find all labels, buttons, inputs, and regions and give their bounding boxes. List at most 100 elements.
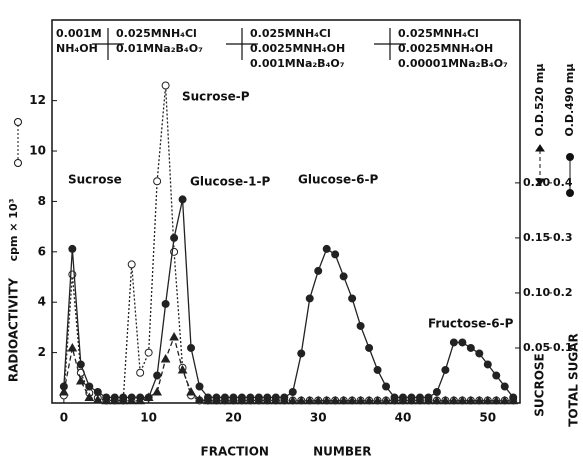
y3-axis-title: SUCROSE: [533, 353, 547, 416]
marker: [406, 395, 417, 405]
marker: [364, 395, 374, 405]
marker: [84, 392, 95, 401]
buffer-label: 0.0025MNH₄OH: [250, 42, 345, 55]
marker: [170, 233, 179, 242]
y-tick-label: 2: [38, 345, 46, 359]
series-line: [63, 85, 514, 402]
marker: [432, 395, 442, 405]
marker: [314, 266, 323, 275]
marker: [389, 395, 400, 405]
marker: [465, 395, 476, 405]
marker: [423, 395, 434, 405]
y3-tick-label: 0.05: [523, 341, 550, 354]
marker: [305, 294, 314, 303]
buffer-label: 0.001M: [56, 27, 102, 40]
marker: [382, 382, 391, 391]
y3-tick-label: 0.15: [523, 231, 550, 244]
marker: [355, 395, 366, 405]
buffer-label: 0.00001MNa₂B₄O₇: [398, 57, 508, 70]
marker: [187, 343, 196, 352]
marker: [245, 395, 256, 405]
marker: [152, 386, 162, 396]
marker: [381, 395, 391, 405]
marker: [474, 395, 485, 405]
marker: [466, 343, 475, 352]
marker: [339, 272, 348, 281]
marker: [177, 364, 188, 374]
marker: [330, 395, 341, 405]
buffer-label: 0.0025MNH₄OH: [398, 42, 493, 55]
marker: [160, 353, 171, 363]
x-tick-label: 30: [310, 411, 327, 425]
marker: [203, 395, 213, 405]
buffer-label: NH₄OH: [56, 42, 98, 55]
marker: [373, 365, 382, 374]
marker: [322, 244, 331, 253]
marker: [415, 395, 425, 405]
marker: [76, 360, 85, 369]
marker: [59, 386, 69, 396]
marker: [331, 250, 340, 259]
marker: [85, 382, 94, 391]
marker: [169, 331, 179, 341]
y-tick-label: 4: [38, 295, 46, 309]
marker: [118, 395, 129, 405]
buffer-label: 0.01MNa₂B₄O₇: [116, 42, 203, 55]
y-tick-label: 6: [38, 244, 46, 258]
marker: [449, 395, 459, 405]
marker: [365, 343, 374, 352]
buffer-label: 0.025MNH₄Cl: [116, 27, 197, 40]
y-tick-label: 10: [29, 144, 46, 158]
marker: [458, 338, 467, 347]
marker: [195, 382, 204, 391]
marker: [492, 371, 501, 380]
y3-tick-label: 0.20: [523, 176, 550, 189]
buffer-dividers: [92, 28, 406, 60]
marker: [228, 395, 239, 405]
marker: [101, 395, 112, 405]
x-tick-label: 50: [479, 411, 496, 425]
x-tick-label: 40: [395, 411, 412, 425]
y3-axis-unit: O.D.520 mμ: [533, 64, 546, 137]
marker: [287, 395, 298, 405]
marker: [398, 395, 408, 405]
x-axis-title: FRACTION NUMBER: [201, 445, 372, 459]
marker: [304, 395, 315, 405]
marker: [127, 260, 136, 269]
y2-tick-label: 0.3: [553, 231, 573, 244]
y-tick-label: 12: [29, 93, 46, 107]
y-axis-unit: cpm × 10³: [7, 198, 20, 261]
marker: [93, 387, 102, 396]
marker: [67, 342, 78, 352]
marker: [491, 395, 502, 405]
y2-axis-unit: O.D.490 mμ: [563, 64, 576, 137]
y2-tick-label: 0.2: [553, 286, 573, 299]
marker: [499, 395, 510, 405]
marker: [75, 375, 86, 385]
marker: [482, 395, 493, 405]
marker: [144, 348, 153, 357]
marker: [297, 349, 306, 358]
marker: [194, 394, 205, 404]
x-tick-label: 0: [60, 411, 68, 425]
y2-axis-title: TOTAL SUGAR: [567, 333, 581, 427]
annotation: Fructose-6-P: [428, 317, 514, 331]
marker: [321, 395, 332, 405]
marker: [270, 395, 281, 405]
marker: [475, 349, 484, 358]
marker: [211, 395, 222, 405]
y3-tick-label: 0.10: [523, 286, 550, 299]
marker: [441, 365, 450, 374]
marker: [288, 387, 297, 396]
marker: [372, 395, 383, 405]
buffer-label: 0.001MNa₂B₄O₇: [250, 57, 345, 70]
marker: [237, 395, 247, 405]
buffer-label: 0.025MNH₄Cl: [250, 27, 331, 40]
marker: [347, 395, 357, 405]
marker: [356, 321, 365, 330]
plot-frame: [51, 19, 521, 404]
y2-tick-label: 0.4: [553, 176, 573, 189]
marker: [143, 392, 154, 401]
marker: [457, 395, 468, 405]
marker: [432, 387, 441, 396]
